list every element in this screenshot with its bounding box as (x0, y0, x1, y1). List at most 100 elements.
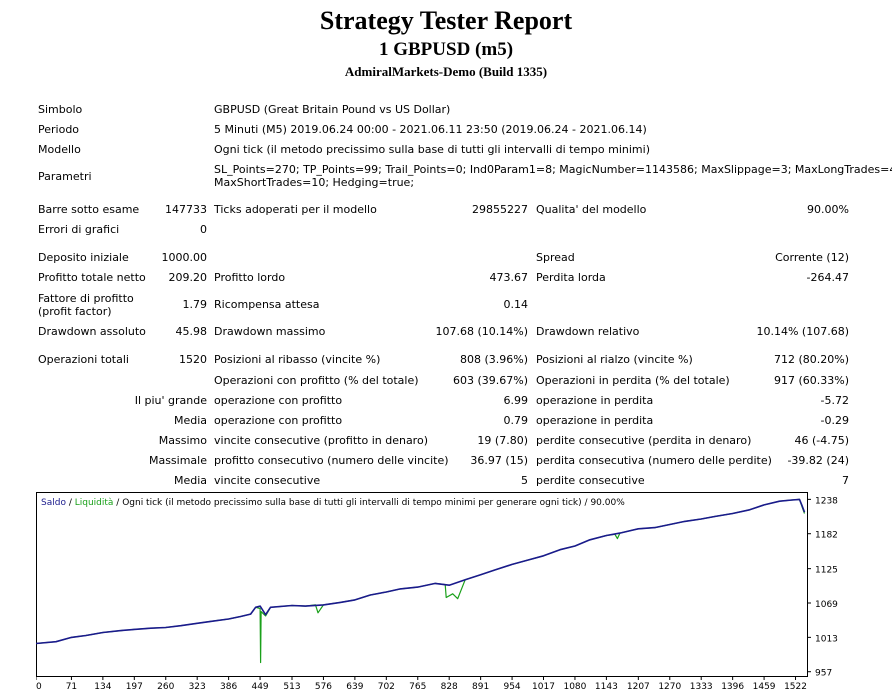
y-tick-label: 1238 (815, 496, 838, 506)
profit-trades-value: 603 (39.67%) (452, 374, 528, 387)
x-tick-label: 1017 (532, 682, 555, 690)
chart-legend: Saldo / Liquidità / Ogni tick (il metodo… (41, 498, 625, 508)
x-tick-label: 765 (409, 682, 426, 690)
loss-trades-value: 917 (60.33%) (773, 374, 849, 387)
y-tick-label: 1069 (815, 600, 838, 610)
ticks-value: 29855227 (472, 203, 528, 216)
y-tick-label: 1013 (815, 634, 838, 644)
abs-dd-label: Drawdown assoluto (38, 325, 146, 338)
x-tick-label: 197 (126, 682, 143, 690)
short-positions-value: 808 (3.96%) (459, 353, 528, 366)
legend-balance: Saldo (41, 498, 66, 508)
x-tick-label: 954 (503, 682, 520, 690)
rel-dd-label: Drawdown relativo (536, 325, 640, 338)
long-positions-value: 712 (80.20%) (773, 353, 849, 366)
x-tick-label: 1522 (784, 682, 807, 690)
max-consec-wins-label: vincite consecutive (profitto in denaro) (214, 434, 428, 447)
x-tick-label: 576 (315, 682, 332, 690)
spread-label: Spread (536, 251, 575, 264)
params-label: Parametri (38, 170, 92, 183)
x-tick-label: 1270 (658, 682, 681, 690)
maximal-profit-value: 36.97 (15) (470, 454, 528, 467)
legend-quality: 90.00% (590, 498, 625, 508)
plot-frame (36, 492, 808, 677)
short-positions-label: Posizioni al ribasso (vincite %) (214, 353, 381, 366)
expected-payoff-label: Ricompensa attesa (214, 298, 320, 311)
model-label: Modello (38, 143, 81, 156)
y-tick-label: 1182 (815, 531, 838, 541)
x-tick-label: 702 (378, 682, 395, 690)
profit-trades-label: Operazioni con profitto (% del totale) (214, 374, 419, 387)
gross-profit-value: 473.67 (489, 271, 529, 284)
legend-sep-1: / (66, 498, 75, 508)
total-trades-value: 1520 (179, 353, 207, 366)
period-value: 5 Minuti (M5) 2019.06.24 00:00 - 2021.06… (214, 123, 647, 136)
rel-dd-value: 10.14% (107.68) (756, 325, 849, 338)
average-label: Media (173, 414, 207, 427)
maximum-label: Massimo (158, 434, 207, 447)
errors-value: 0 (200, 223, 207, 236)
avg-consec-losses-value: 7 (842, 474, 849, 487)
legend-equity: Liquidità (75, 498, 114, 508)
largest-loss-value: -5.72 (820, 394, 849, 407)
legend-sep-2: / (113, 498, 122, 508)
x-tick-label: 71 (66, 682, 77, 690)
spread-value: Corrente (12) (775, 251, 849, 264)
chart-background (36, 492, 854, 690)
y-tick-label: 957 (815, 669, 832, 679)
largest-label: Il piu' grande (134, 394, 207, 407)
params-value-line2: MaxShortTrades=10; Hedging=true; (214, 176, 415, 189)
x-tick-label: 386 (220, 682, 237, 690)
params-value-line1: SL_Points=270; TP_Points=99; Trail_Point… (214, 163, 892, 176)
x-tick-label: 513 (283, 682, 300, 690)
symbol-label: Simbolo (38, 103, 83, 116)
server-name: AdmiralMarkets-Demo (Build 1335) (344, 64, 548, 79)
gross-loss-value: -264.47 (806, 271, 849, 284)
max-consec-losses-value: 46 (-4.75) (794, 434, 849, 447)
avg-consec-wins-label: vincite consecutive (214, 474, 321, 487)
x-tick-label: 891 (472, 682, 489, 690)
x-axis: 0 71 134 197 260 323 386 449 513 576 639 702 765 828 8… (36, 676, 807, 690)
avg-consec-wins-value: 5 (521, 474, 528, 487)
deposit-label: Deposito iniziale (38, 251, 129, 264)
series-group (36, 498, 806, 664)
x-tick-label: 0 (36, 682, 42, 690)
x-tick-label: 260 (157, 682, 174, 690)
x-tick-label: 828 (441, 682, 458, 690)
gross-profit-label: Profitto lordo (214, 271, 286, 284)
avg-loss-value: -0.29 (820, 414, 849, 427)
maximal-label: Massimale (148, 454, 207, 467)
y-axis: 1238 1182 1125 1069 1013 957 (807, 496, 838, 679)
equity-chart: 1238 1182 1125 1069 1013 957 0 71 134 197 260 323 3… (36, 492, 854, 690)
avg-loss-label: operazione in perdita (536, 414, 654, 427)
max-dd-label: Drawdown massimo (214, 325, 326, 338)
x-tick-label: 639 (346, 682, 363, 690)
average2-label: Media (173, 474, 207, 487)
legend-sep-3: / (582, 498, 591, 508)
net-profit-value: 209.20 (168, 271, 208, 284)
x-tick-label: 134 (94, 682, 111, 690)
max-consec-wins-value: 19 (7.80) (477, 434, 528, 447)
total-trades-label: Operazioni totali (38, 353, 129, 366)
bars-value: 147733 (165, 203, 207, 216)
x-tick-label: 1207 (627, 682, 650, 690)
x-tick-label: 1080 (563, 682, 586, 690)
errors-label: Errori di grafici (38, 223, 120, 236)
abs-dd-value: 45.98 (175, 325, 208, 338)
gross-loss-label: Perdita lorda (536, 271, 606, 284)
balance-line (36, 498, 806, 645)
x-tick-label: 323 (189, 682, 206, 690)
long-positions-label: Posizioni al rialzo (vincite %) (536, 353, 693, 366)
avg-profit-value: 0.79 (503, 414, 529, 427)
profit-factor-label: Fattore di profitto (profit factor) (38, 292, 134, 318)
symbol-value: GBPUSD (Great Britain Pound vs US Dollar… (214, 103, 451, 116)
report-subtitle: 1 GBPUSD (m5) (378, 39, 514, 60)
expected-payoff-value: 0.14 (503, 298, 529, 311)
ticks-label: Ticks adoperati per il modello (214, 203, 377, 216)
x-tick-label: 1333 (690, 682, 713, 690)
avg-consec-losses-label: perdite consecutive (536, 474, 645, 487)
max-dd-value: 107.68 (10.14%) (435, 325, 528, 338)
quality-value: 90.00% (807, 203, 849, 216)
report-title: Strategy Tester Report (319, 6, 573, 35)
model-value: Ogni tick (il metodo precissimo sulla ba… (214, 143, 650, 156)
